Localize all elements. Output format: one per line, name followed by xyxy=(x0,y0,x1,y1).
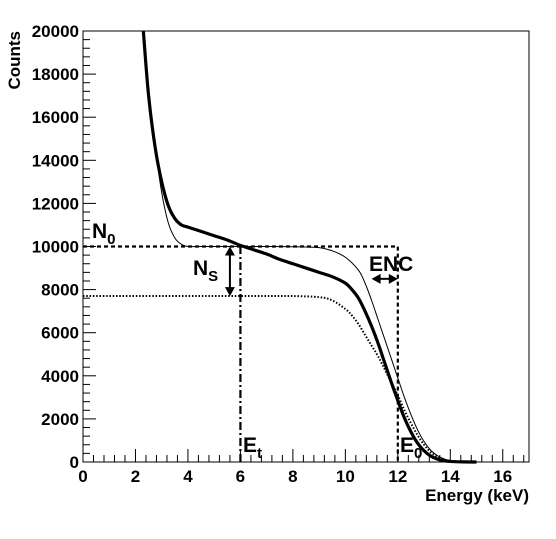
arrow-head xyxy=(388,273,398,284)
annotation-enc: ENC xyxy=(369,253,413,276)
y-tick-label: 20000 xyxy=(32,22,79,41)
annotation-n0-sub: 0 xyxy=(107,231,115,248)
annotation-n0-main: N xyxy=(92,220,107,243)
annotation-et: Et xyxy=(243,434,262,462)
y-tick-label: 10000 xyxy=(32,238,79,257)
arrows-layer xyxy=(224,246,398,297)
y-tick-label: 4000 xyxy=(41,367,79,386)
series-line-dashed-step xyxy=(83,245,399,462)
y-tick-label: 12000 xyxy=(32,194,79,213)
series-layer xyxy=(83,30,477,464)
arrow-head xyxy=(224,246,235,256)
x-tick-label: 4 xyxy=(183,467,193,486)
annotation-et-main: E xyxy=(243,434,257,457)
annotation-et-sub: t xyxy=(257,445,262,462)
x-axis-ticks xyxy=(82,449,525,462)
x-tick-label: 12 xyxy=(388,467,407,486)
annotation-ns-sub: S xyxy=(208,268,218,285)
y-axis-tick-labels: 0 2000 4000 6000 8000 10000 12000 14000 16000 180… xyxy=(32,22,79,472)
y-tick-label: 14000 xyxy=(32,151,79,170)
annotation-e0: E0 xyxy=(400,434,422,462)
y-axis-title: Counts xyxy=(5,31,24,90)
x-tick-label: 16 xyxy=(493,467,512,486)
y-tick-label: 2000 xyxy=(41,410,79,429)
x-axis-tick-labels: 0 2 4 6 8 10 12 14 16 xyxy=(78,467,512,486)
y-tick-label: 0 xyxy=(70,453,79,472)
x-tick-label: 2 xyxy=(131,467,140,486)
series-line-thin-solid xyxy=(142,30,477,463)
arrow-head xyxy=(371,273,381,284)
annotation-ns: NS xyxy=(193,257,218,285)
annotation-ns-main: N xyxy=(193,257,208,280)
x-tick-label: 6 xyxy=(236,467,245,486)
x-tick-label: 8 xyxy=(288,467,297,486)
x-tick-label: 14 xyxy=(441,467,460,486)
x-tick-label: 10 xyxy=(336,467,355,486)
annotation-n0: N0 xyxy=(92,220,116,248)
annotation-e0-sub: 0 xyxy=(414,445,422,462)
x-tick-label: 0 xyxy=(78,467,87,486)
series-line-dotted xyxy=(83,294,477,463)
y-tick-label: 18000 xyxy=(32,65,79,84)
y-tick-label: 16000 xyxy=(32,108,79,127)
x-axis-title: Energy (keV) xyxy=(425,486,529,505)
y-tick-label: 8000 xyxy=(41,281,79,300)
annotation-e0-main: E xyxy=(400,434,414,457)
y-tick-label: 6000 xyxy=(41,324,79,343)
series-line-thick-solid xyxy=(141,30,477,464)
arrow-head xyxy=(224,287,235,297)
